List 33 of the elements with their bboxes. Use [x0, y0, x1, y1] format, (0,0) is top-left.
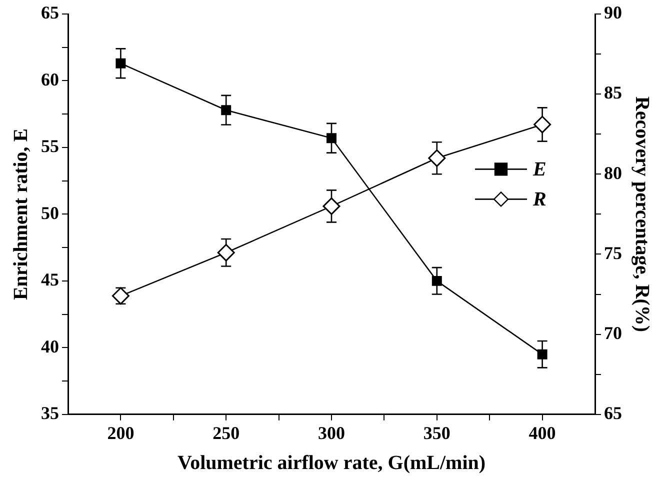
y-tick-label: 40 [41, 336, 59, 356]
x-tick-label: 250 [212, 422, 240, 443]
y-tick-label: 65 [41, 2, 59, 23]
y-tick-label: 45 [41, 270, 59, 290]
y2-tick-label: 90 [604, 2, 622, 23]
point [221, 105, 232, 116]
y-tick-label: 60 [41, 69, 59, 90]
y2-tick-label: 75 [604, 242, 622, 263]
point [116, 58, 126, 68]
y2-tick-label: 65 [604, 403, 622, 424]
point [217, 244, 235, 262]
x-tick-label: 350 [423, 422, 450, 443]
legend-label: E [532, 158, 546, 180]
point [534, 116, 552, 134]
point [432, 276, 442, 286]
y2-tick-label: 85 [604, 82, 622, 103]
point [537, 349, 548, 360]
point [326, 133, 336, 144]
point [112, 287, 130, 305]
legend-label: R [532, 188, 546, 210]
x-tick-label: 200 [107, 422, 134, 443]
y-tick-label: 55 [41, 136, 59, 156]
y-tick-label: 50 [41, 202, 59, 223]
x-tick-label: 300 [318, 422, 345, 443]
y-tick-label: 35 [41, 403, 59, 424]
point [428, 149, 446, 167]
y2-tick-label: 70 [604, 322, 622, 343]
y2-axis-title: Recovery percentage, R(%) [630, 96, 653, 332]
y2-tick-label: 80 [604, 162, 622, 183]
point [322, 197, 340, 215]
x-tick-label: 400 [528, 422, 556, 443]
x-axis-title: Volumetric airflow rate, G(mL/min) [177, 452, 486, 474]
y-axis-title: Enrichment ratio, E [10, 128, 32, 300]
